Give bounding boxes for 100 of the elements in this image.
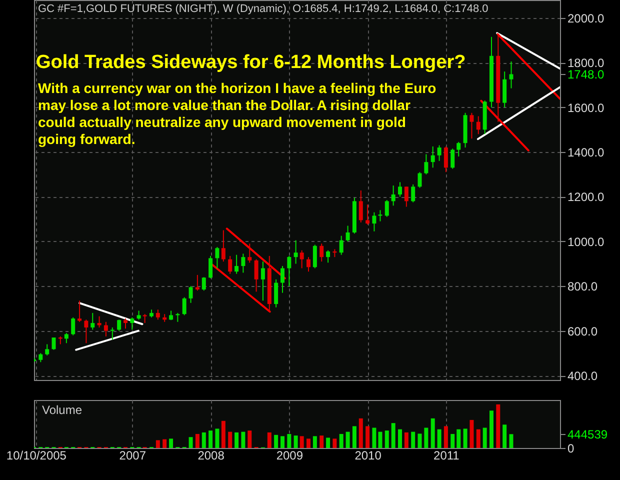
candlestick <box>372 212 376 232</box>
bar <box>456 429 461 448</box>
bar <box>215 428 220 448</box>
x-tick-label: 2011 <box>434 448 460 462</box>
bar <box>320 436 324 448</box>
bar <box>496 404 500 448</box>
candlestick <box>384 200 389 218</box>
bar <box>228 432 232 448</box>
chart-title: Volume <box>42 403 82 417</box>
candlestick <box>90 312 95 330</box>
candlestick <box>182 296 186 316</box>
bar <box>418 434 422 448</box>
bar <box>208 430 213 448</box>
bar <box>398 429 402 448</box>
y-tick-label: 0 <box>568 442 574 456</box>
bar <box>404 432 408 448</box>
x-tick-label: 2008 <box>198 448 225 462</box>
bar <box>366 426 370 448</box>
candlestick <box>215 246 220 269</box>
bar <box>444 426 448 448</box>
candlestick <box>306 256 310 272</box>
bar <box>489 410 494 448</box>
candlestick <box>208 255 213 279</box>
bar <box>267 432 272 448</box>
y-tick-label: 1800.0 <box>568 56 605 70</box>
candlestick <box>130 316 134 330</box>
candlestick <box>346 225 350 242</box>
candlestick <box>391 185 396 206</box>
y-tick-label: 1000.0 <box>568 234 605 249</box>
candlestick <box>502 71 507 108</box>
y-tick-label: 1600.0 <box>568 100 605 115</box>
x-tick-label: 10/10/2005 <box>6 448 67 462</box>
bar <box>482 428 487 448</box>
candlestick <box>437 144 442 162</box>
bar <box>346 432 350 448</box>
bar <box>221 420 226 448</box>
bar <box>352 426 356 448</box>
candlestick <box>476 116 480 135</box>
bar <box>156 440 160 448</box>
bar <box>509 434 514 448</box>
bar <box>241 432 246 448</box>
bar <box>502 424 507 448</box>
candlestick <box>450 148 455 170</box>
candlestick <box>424 154 428 175</box>
bar <box>188 437 193 448</box>
candlestick <box>444 146 448 173</box>
bar <box>294 436 298 448</box>
candlestick <box>339 235 344 256</box>
bar <box>339 434 344 448</box>
bar <box>234 432 239 448</box>
candlestick <box>104 321 108 337</box>
bar <box>470 420 474 448</box>
candlestick <box>188 286 193 304</box>
candlestick <box>411 184 416 203</box>
y-tick-label: 400.0 <box>568 369 598 384</box>
bar <box>463 428 468 448</box>
candlestick <box>52 337 56 350</box>
candlestick <box>456 141 461 157</box>
bar <box>358 418 363 448</box>
bar <box>195 434 200 448</box>
y-tick-label: 444539 <box>568 428 608 442</box>
bar <box>476 429 480 448</box>
candlestick <box>110 326 114 340</box>
candlestick <box>287 255 292 287</box>
candlestick <box>509 60 514 89</box>
x-tick-label: 2009 <box>276 448 304 462</box>
bar <box>424 428 428 448</box>
candlestick <box>254 258 258 292</box>
bar <box>300 436 304 448</box>
y-tick-label: 800.0 <box>568 280 598 294</box>
bar <box>169 438 174 448</box>
bar <box>430 418 435 448</box>
y-tick-label: 1400.0 <box>568 146 605 160</box>
candlestick <box>202 276 206 292</box>
candlestick <box>260 261 265 302</box>
bar <box>312 436 317 448</box>
candlestick <box>312 244 317 269</box>
bar <box>372 428 376 448</box>
text: Gold Trades Sideways for 6-12 Months Longer? <box>36 52 466 74</box>
candlestick <box>326 250 330 264</box>
candlestick <box>78 300 82 322</box>
bar <box>202 432 206 448</box>
bar <box>378 432 382 448</box>
candlestick <box>71 316 76 336</box>
candlestick <box>280 266 284 294</box>
bar <box>391 423 396 448</box>
x-tick-label: 2007 <box>119 448 146 462</box>
candlestick <box>294 240 298 264</box>
candlestick <box>274 278 278 308</box>
candlestick <box>320 243 324 262</box>
bar <box>411 432 416 448</box>
candlestick <box>195 274 200 292</box>
y-tick-label: 1200.0 <box>568 190 605 204</box>
text: With a currency war on the horizon I have a feeling the Euro may lose a lot more value than the Dollar. A rising dollar could actually neutralize any upward movement in gold going forward. <box>38 80 438 148</box>
bar <box>437 429 442 448</box>
candlestick <box>45 344 50 356</box>
annotation: GC #F=1,GOLD FUTURES (NIGHT), W (Dynamic), O:1685.4, H:1749.2, L:1684.0, C:1748.0 <box>38 3 488 16</box>
bar <box>248 430 252 448</box>
candlestick <box>300 250 304 269</box>
candlestick <box>430 146 435 168</box>
